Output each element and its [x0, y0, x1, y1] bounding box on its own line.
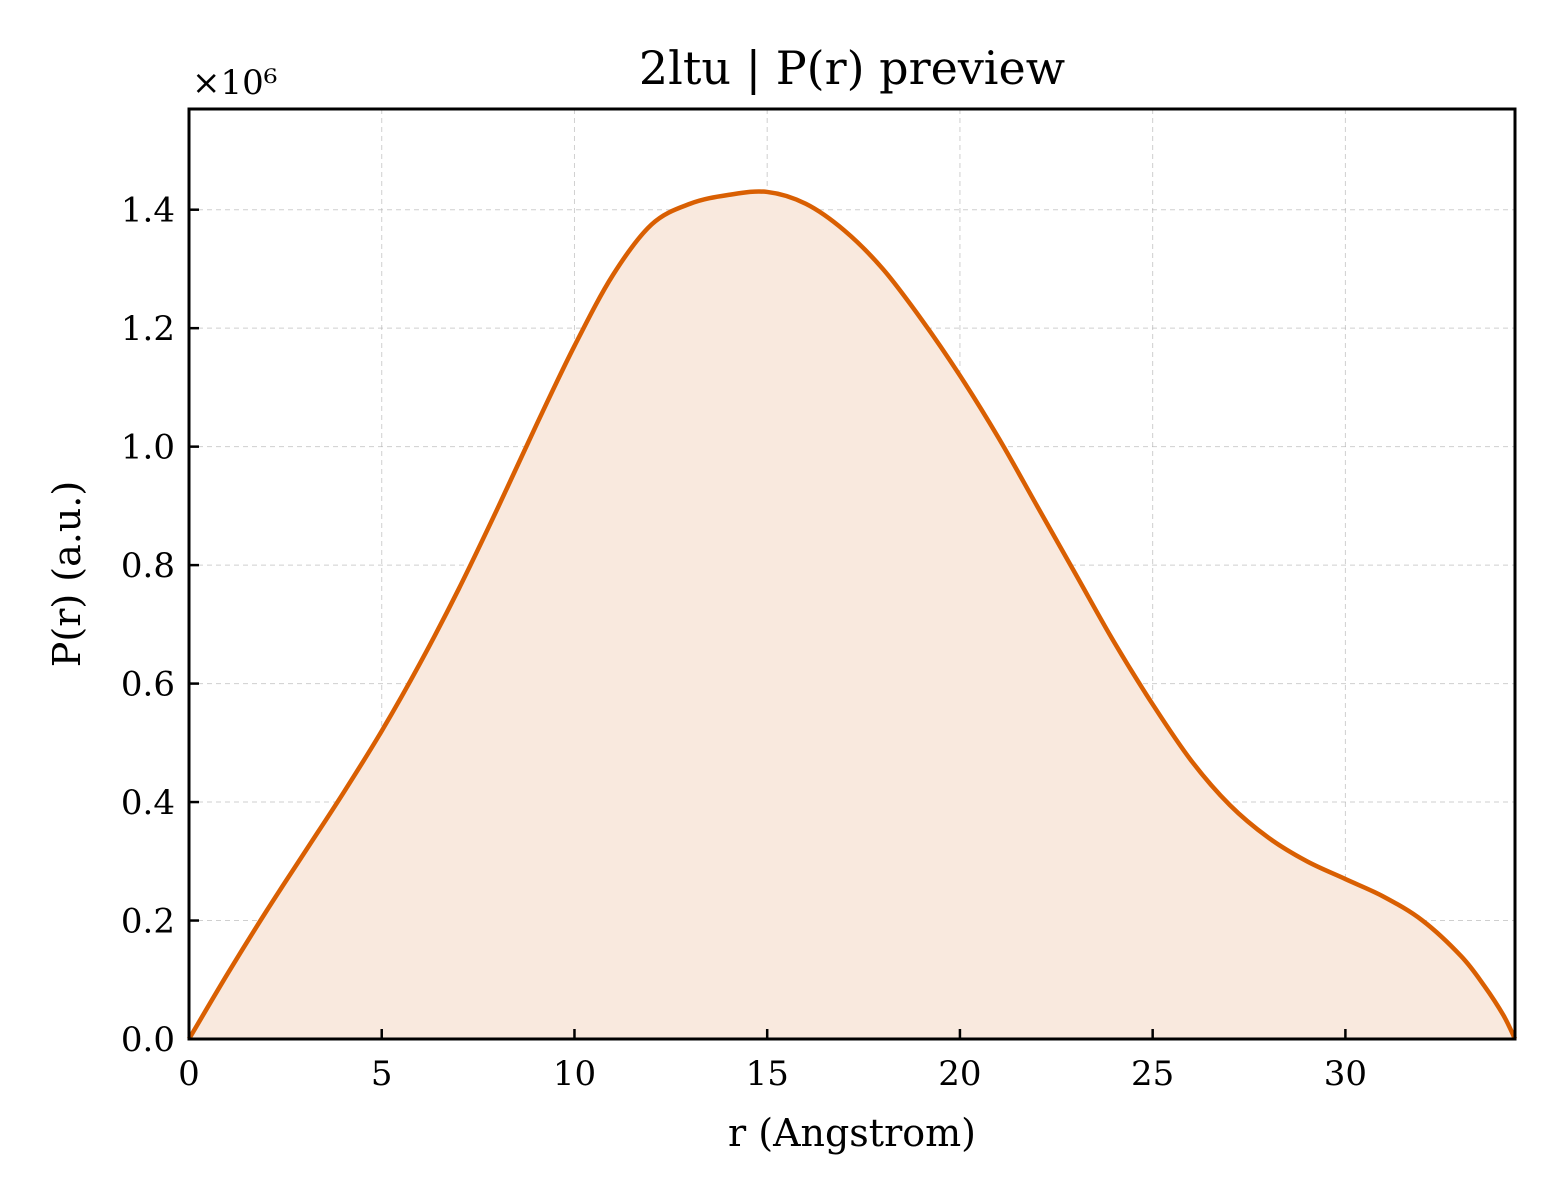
- x-axis-label: r (Angstrom): [728, 1111, 976, 1155]
- y-tick-label: 1.4: [121, 191, 175, 231]
- tick-labels: 0 5 10 15 20 25 30 0.0 0.2 0.4 0.6 0.8 1.0 1.2 1.4: [121, 191, 1367, 1094]
- x-tick-label: 5: [371, 1054, 393, 1094]
- y-tick-label: 0.2: [121, 902, 175, 942]
- x-tick-label: 30: [1324, 1054, 1367, 1094]
- chart-title: 2ltu | P(r) preview: [639, 41, 1065, 95]
- y-tick-label: 1.2: [121, 309, 175, 349]
- y-tick-label: 0.8: [121, 546, 175, 586]
- x-tick-label: 0: [178, 1054, 200, 1094]
- y-axis-label: P(r) (a.u.): [45, 481, 89, 667]
- y-tick-label: 0.0: [121, 1020, 175, 1060]
- y-offset-label: ×10⁶: [192, 63, 277, 103]
- ticks: [187, 208, 1347, 1041]
- x-tick-label: 10: [553, 1054, 596, 1094]
- x-tick-label: 25: [1131, 1054, 1174, 1094]
- x-tick-label: 15: [746, 1054, 789, 1094]
- x-tick-label: 20: [938, 1054, 981, 1094]
- pr-area-fill: [189, 191, 1515, 1039]
- y-tick-label: 0.4: [121, 783, 175, 823]
- plot-frame: [187, 107, 1517, 1041]
- y-tick-label: 0.6: [121, 665, 175, 705]
- y-tick-label: 1.0: [121, 428, 175, 468]
- pr-series-line: [187, 189, 1518, 1041]
